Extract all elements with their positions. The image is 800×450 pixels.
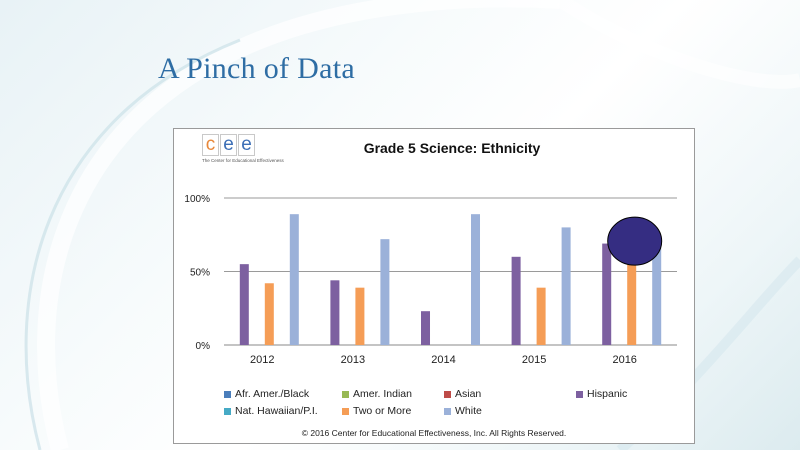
slide-title: A Pinch of Data (158, 52, 355, 85)
y-tick-label: 50% (190, 268, 210, 279)
legend-swatch (342, 390, 349, 398)
bar-hispanic-2016 (602, 243, 612, 345)
x-tick-label: 2016 (612, 354, 636, 366)
x-tick-label: 2012 (250, 354, 274, 366)
legend-item-two-or-more: Two or More (342, 405, 411, 417)
y-tick-label: 100% (184, 194, 210, 205)
y-tick-label: 0% (196, 341, 211, 352)
legend-swatch (444, 390, 451, 398)
bar-hispanic-2014 (421, 311, 431, 345)
copyright-text: © 2016 Center for Educational Effectiven… (301, 428, 567, 438)
logo-letter-c: c (202, 134, 219, 156)
bar-white-2014 (471, 214, 481, 345)
bar-hispanic-2012 (239, 264, 249, 345)
legend-label: Two or More (353, 405, 412, 417)
x-tick-label: 2014 (431, 354, 455, 366)
legend-item-amer-indian: Amer. Indian (342, 388, 412, 400)
bar-white-2012 (289, 214, 299, 345)
bar-hispanic-2013 (330, 280, 340, 345)
bar-hispanic-2015 (511, 256, 521, 345)
chart-legend: Afr. Amer./Black Amer. Indian Asian Hispani… (224, 388, 664, 424)
bar-white-2015 (561, 227, 571, 345)
chart-panel: c e e The Center for Educational Effecti… (173, 128, 695, 444)
legend-label: White (455, 405, 482, 417)
bar-two-or-more-2012 (264, 283, 274, 345)
legend-swatch (444, 407, 451, 415)
legend-label: Afr. Amer./Black (235, 388, 310, 400)
x-tick-label: 2013 (341, 354, 365, 366)
cee-logo: c e e The Center for Educational Effecti… (202, 134, 284, 163)
x-tick-label: 2015 (522, 354, 546, 366)
logo-letter-e2: e (238, 134, 255, 156)
legend-swatch (224, 407, 231, 415)
bar-two-or-more-2013 (355, 287, 365, 345)
bar-chart: Grade 5 Science: Ethnicity 0% 50% 100% 2012 2… (184, 140, 677, 366)
annotation-ellipse (607, 216, 663, 266)
legend-swatch (342, 407, 349, 415)
legend-item-white: White (444, 405, 482, 417)
chart-title: Grade 5 Science: Ethnicity (364, 140, 541, 156)
legend-item-hispanic: Hispanic (576, 388, 627, 400)
legend-swatch (224, 390, 231, 398)
logo-tagline: The Center for Educational Effectiveness (202, 158, 284, 163)
bar-two-or-more-2016 (627, 261, 637, 345)
legend-label: Asian (455, 388, 482, 400)
bar-white-2013 (380, 239, 390, 345)
legend-item-nat-hawaiian-p-i-: Nat. Hawaiian/P.I. (224, 405, 318, 417)
logo-letter-e1: e (220, 134, 237, 156)
legend-label: Amer. Indian (353, 388, 412, 400)
legend-label: Hispanic (587, 388, 628, 400)
legend-swatch (576, 390, 583, 398)
bar-white-2016 (652, 240, 662, 345)
legend-item-afr-amer-black: Afr. Amer./Black (224, 388, 309, 400)
legend-item-asian: Asian (444, 388, 481, 400)
legend-label: Nat. Hawaiian/P.I. (235, 405, 318, 417)
bar-two-or-more-2015 (536, 287, 546, 345)
